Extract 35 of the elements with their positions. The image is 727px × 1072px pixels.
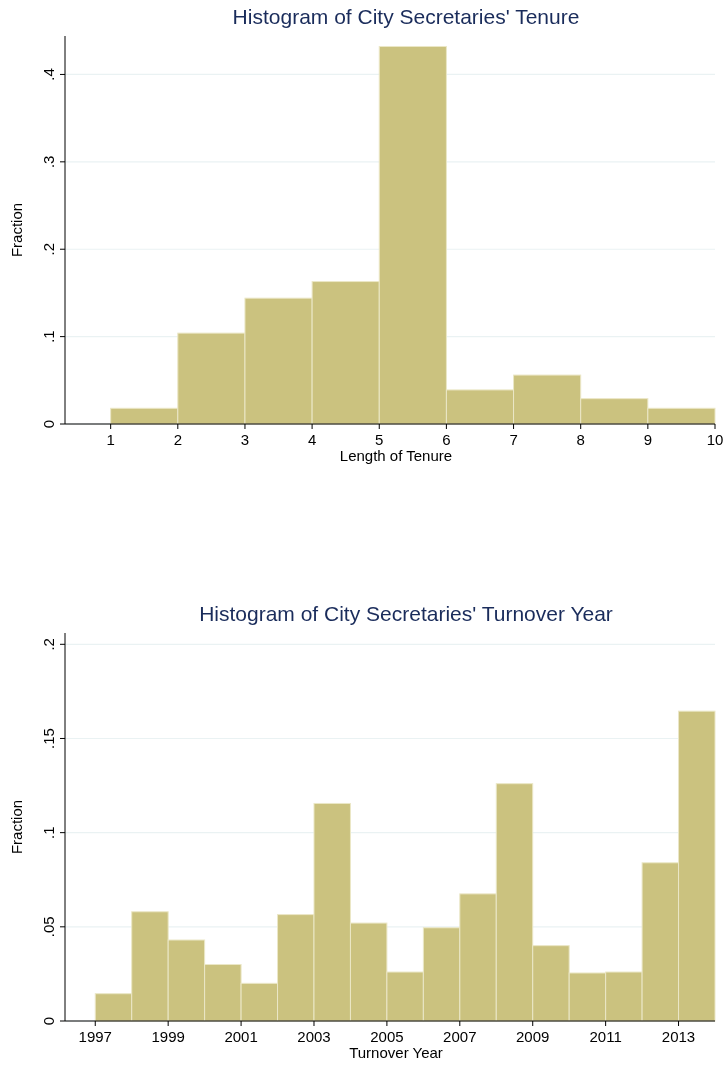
y-tick-label: .1 bbox=[40, 330, 57, 343]
y-tick-label: 0 bbox=[40, 419, 57, 429]
y-axis-title: Fraction bbox=[8, 202, 25, 258]
x-tick-label: 7 bbox=[509, 431, 518, 448]
x-tick-label: 10 bbox=[706, 431, 724, 448]
y-axis-title: Fraction bbox=[8, 799, 25, 855]
x-tick-label: 1999 bbox=[151, 1028, 185, 1045]
chart-title: Histogram of City Secretaries' Turnover Year bbox=[199, 602, 613, 625]
x-tick-label: 2011 bbox=[589, 1028, 622, 1045]
x-tick-label: 2 bbox=[173, 431, 182, 448]
y-tick-label: .2 bbox=[40, 242, 57, 256]
x-axis-title: Turnover Year bbox=[349, 1044, 443, 1061]
x-tick-label: 2013 bbox=[661, 1028, 696, 1045]
x-tick-label: 2003 bbox=[297, 1028, 331, 1045]
y-tick-label: .2 bbox=[40, 638, 57, 651]
y-tick-label: .15 bbox=[40, 728, 57, 749]
x-tick-label: 5 bbox=[375, 431, 384, 448]
y-tick-label: .1 bbox=[40, 826, 57, 839]
y-tick-label: .3 bbox=[40, 155, 57, 169]
x-axis-title: Length of Tenure bbox=[339, 447, 453, 464]
y-tick-label: 0 bbox=[40, 1016, 57, 1026]
x-tick-label: 1 bbox=[106, 431, 115, 448]
y-tick-label: .4 bbox=[40, 68, 57, 81]
x-tick-label: 8 bbox=[576, 431, 585, 448]
x-tick-label: 2001 bbox=[224, 1028, 258, 1045]
x-tick-label: 4 bbox=[307, 431, 317, 448]
x-tick-label: 3 bbox=[240, 431, 250, 448]
x-tick-label: 2005 bbox=[370, 1028, 404, 1045]
y-tick-label: .05 bbox=[40, 916, 57, 938]
x-tick-label: 1997 bbox=[78, 1028, 112, 1045]
x-tick-label: 9 bbox=[643, 431, 653, 448]
chart-title: Histogram of City Secretaries' Tenure bbox=[232, 5, 580, 28]
x-tick-label: 6 bbox=[442, 431, 451, 448]
x-tick-label: 2007 bbox=[443, 1028, 477, 1045]
x-tick-label: 2009 bbox=[516, 1028, 550, 1045]
